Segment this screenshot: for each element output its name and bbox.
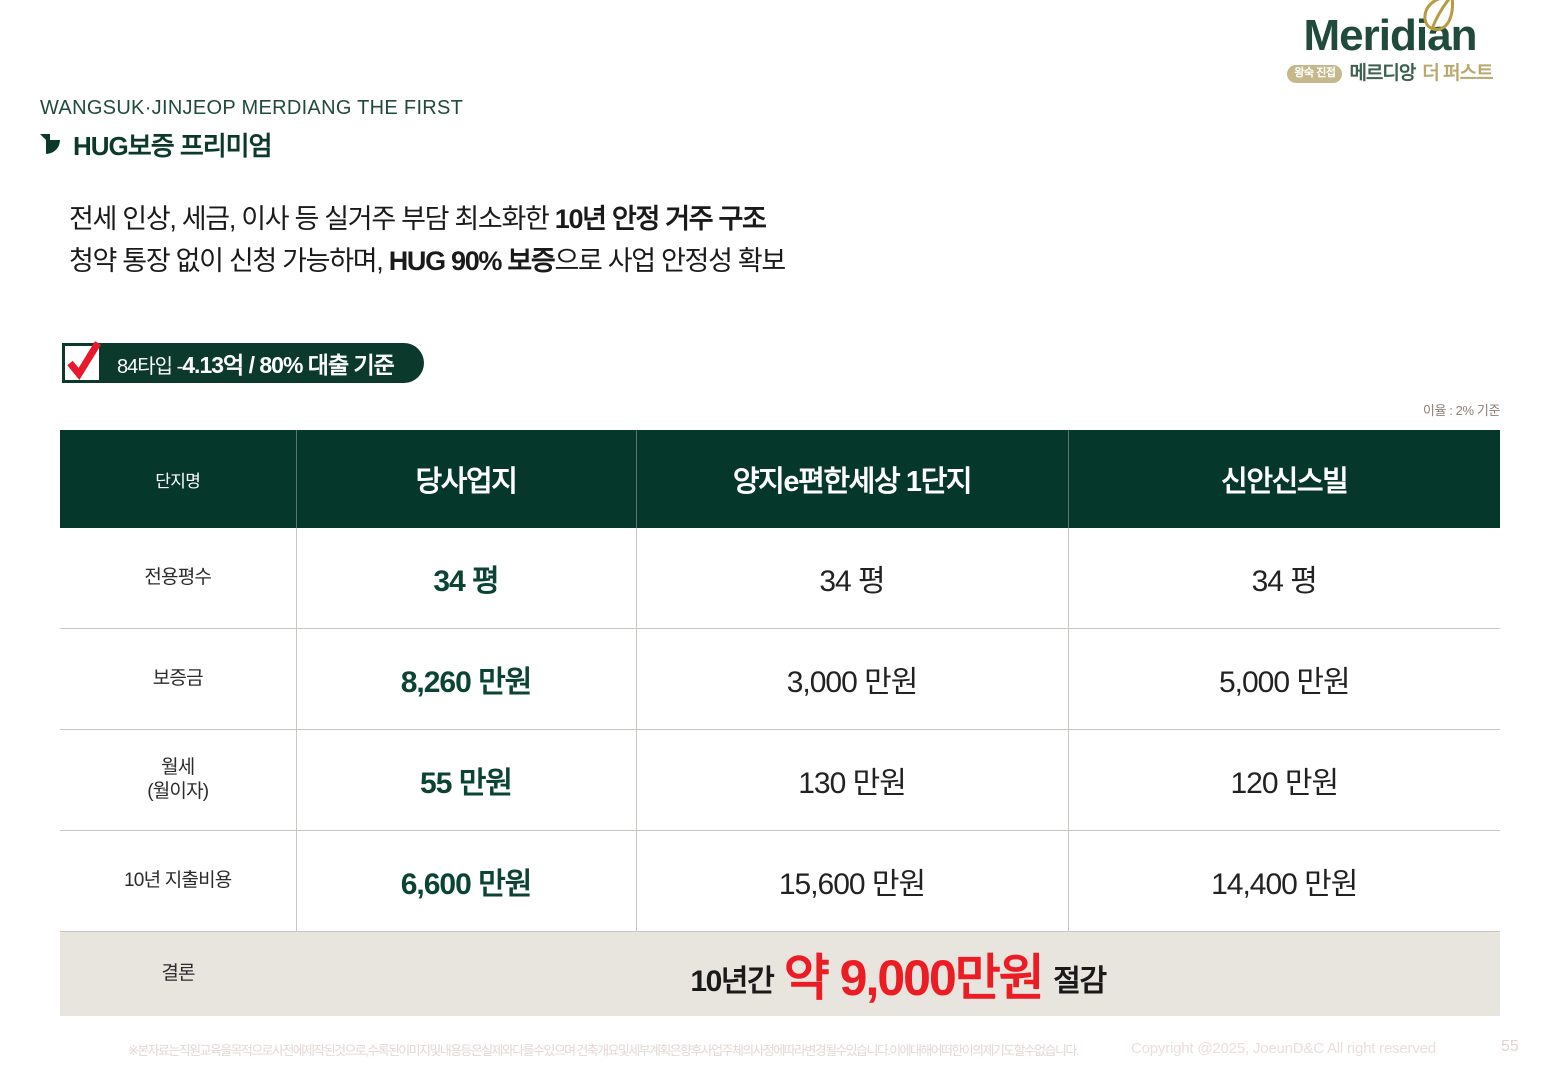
logo-kr-primary: 메르디앙 [1349,63,1416,84]
lead-line-1: 전세 인상, 세금, 이사 등 실거주 부담 최소화한 10년 안정 거주 구조 [69,198,785,240]
row-value-comp1: 130 만원 [635,729,1068,831]
row-value-own: 6,600 만원 [295,830,636,932]
criteria-badge: 84타입 -4.13억 / 80% 대출 기준 [62,341,424,383]
column-header-own: 당사업지 [295,430,636,528]
row-value-comp1: 3,000 만원 [635,628,1068,730]
table-row: 10년 지출비용 6,600 만원 15,600 만원 14,400 만원 [60,830,1500,932]
logo-wordmark: Meridian [1304,0,1477,58]
row-value-own: 8,260 만원 [295,628,636,730]
table-header-row: 단지명 당사업지 양지e편한세상 1단지 신안신스빌 [60,430,1500,528]
criteria-prefix: 84타입 - [117,356,183,378]
red-check-icon [65,341,101,381]
table-header: 단지명 당사업지 양지e편한세상 1단지 신안신스빌 [60,430,1500,528]
row-label-line1: 월세 [161,756,195,778]
conclusion-statement: 10년간 약 9,000만원 절감 [296,931,1500,1016]
conclusion-label: 결론 [60,931,296,1016]
page-title: HUG보증 프리미엄 [40,126,273,163]
table-row: 월세 (월이자) 55 만원 130 만원 120 만원 [60,729,1500,831]
conclusion-suffix: 절감 [1053,965,1107,998]
quarter-blocks-icon [40,133,60,154]
row-value-comp2: 14,400 만원 [1067,830,1500,932]
table-row: 보증금 8,260 만원 3,000 만원 5,000 만원 [60,628,1500,730]
lead-line1-bold: 10년 안정 거주 구조 [554,204,767,234]
page-eyebrow: WANGSUK·JINJEOP MERDIANG THE FIRST [40,97,464,119]
row-value-comp1: 15,600 만원 [635,830,1068,932]
logo-subtitle: 왕숙 진접 메르디앙 더 퍼스트 [1282,64,1498,83]
row-label: 보증금 [60,628,296,730]
comparison-table: 단지명 당사업지 양지e편한세상 1단지 신안신스빌 전용평수 34 평 34 … [60,430,1500,1016]
row-value-own: 55 만원 [295,729,636,831]
row-label: 10년 지출비용 [60,830,296,932]
lead-line2-normal: 청약 통장 없이 신청 가능하며, [69,246,389,277]
page-number: 55 [1501,1038,1519,1055]
conclusion-highlight: 약 9,000만원 [783,950,1045,1006]
row-value-comp2: 5,000 만원 [1067,628,1500,730]
table-row: 전용평수 34 평 34 평 34 평 [60,528,1500,629]
row-value-comp2: 34 평 [1067,528,1500,629]
page-title-text: HUG보증 프리미엄 [73,131,273,161]
row-label-line2: (월이자) [147,781,209,802]
leaf-icon [1423,0,1454,31]
lead-line1-normal: 전세 인상, 세금, 이사 등 실거주 부담 최소화한 [69,204,555,234]
criteria-value: 4.13억 / 80% 대출 기준 [182,352,395,378]
conclusion-prefix: 10년간 [690,965,774,998]
column-header-comp1: 양지e편한세상 1단지 [635,430,1068,528]
column-header-label: 단지명 [60,430,296,528]
lead-line2-bold: HUG 90% 보증 [388,246,556,277]
logo-kr-secondary: 더 퍼스트 [1422,63,1493,84]
criteria-badge-text: 84타입 -4.13억 / 80% 대출 기준 [117,346,395,380]
table-body: 전용평수 34 평 34 평 34 평 보증금 8,260 만원 3,000 만… [60,528,1500,1016]
conclusion-row: 결론 10년간 약 9,000만원 절감 [60,931,1500,1016]
brand-logo: Meridian 왕숙 진접 메르디앙 더 퍼스트 [1282,0,1498,83]
row-value-own: 34 평 [295,528,636,629]
footer-disclaimer: ※본자료는직원교육을목적으로사전에제작된것으로,수록된이미지및내용등은실제와다를… [128,1043,1079,1058]
row-label: 전용평수 [60,528,296,629]
row-value-comp1: 34 평 [635,528,1068,629]
column-header-comp2: 신안신스빌 [1067,430,1500,528]
lead-paragraph: 전세 인상, 세금, 이사 등 실거주 부담 최소화한 10년 안정 거주 구조… [69,198,786,282]
lead-line-2: 청약 통장 없이 신청 가능하며, HUG 90% 보증으로 사업 안정성 확보 [69,240,786,282]
footer-copyright: Copyright @2025, JoeunD&C All right rese… [1131,1040,1436,1057]
row-label: 월세 (월이자) [60,729,296,831]
table-note: 이율 : 2% 기준 [1422,403,1500,418]
lead-line2-tail: 으로 사업 안정성 확보 [554,246,786,277]
logo-region-tag: 왕숙 진접 [1287,64,1343,83]
row-value-comp2: 120 만원 [1067,729,1500,831]
